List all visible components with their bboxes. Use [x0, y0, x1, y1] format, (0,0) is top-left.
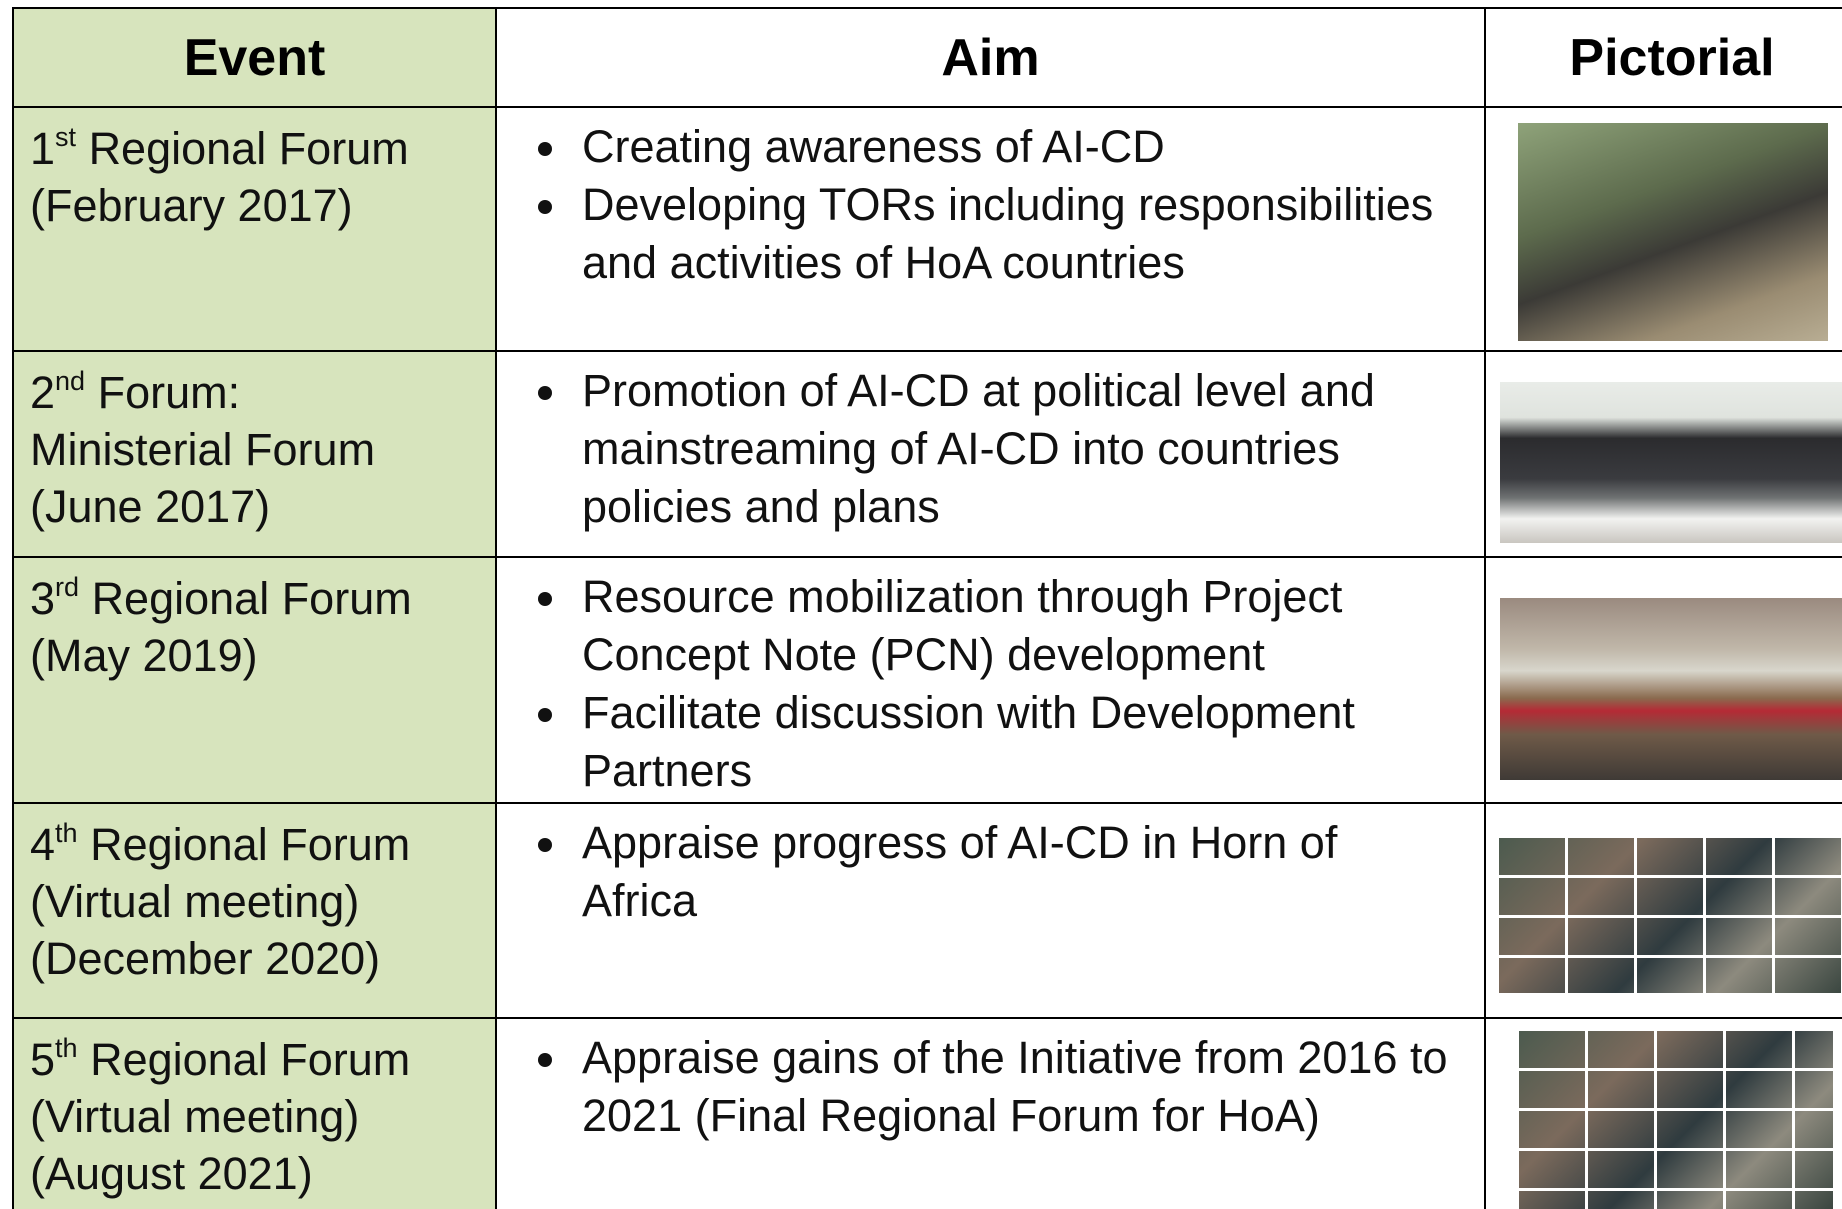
- event-title: Regional Forum: [90, 819, 411, 870]
- event-line: 2nd Forum:: [30, 364, 495, 421]
- event-suffix: nd: [55, 366, 86, 396]
- event-title: Regional Forum: [88, 123, 409, 174]
- event-title: Regional Forum: [90, 1034, 411, 1085]
- aim-list: Resource mobilization through Project Co…: [497, 568, 1454, 800]
- event-line: (Virtual meeting): [30, 876, 360, 927]
- aim-item: Creating awareness of AI-CD: [572, 118, 1454, 176]
- aim-cell: Appraise gains of the Initiative from 20…: [495, 1017, 1486, 1209]
- event-suffix: th: [55, 818, 78, 848]
- photo: [1516, 1028, 1833, 1209]
- event-line: (August 2021): [30, 1148, 313, 1199]
- photo: [1496, 835, 1842, 993]
- header-cell: Pictorial: [1484, 7, 1842, 108]
- event-suffix: th: [55, 1033, 78, 1063]
- event-number: 4: [30, 819, 56, 870]
- photo: [1518, 123, 1828, 341]
- event-cell: 4th Regional Forum (Virtual meeting) (Dece…: [12, 802, 497, 1019]
- aim-list: Appraise gains of the Initiative from 20…: [497, 1029, 1454, 1145]
- event-line: (December 2020): [30, 933, 381, 984]
- event-line: 4th Regional Forum: [30, 816, 495, 873]
- aim-list: Creating awareness of AI-CDDeveloping TO…: [497, 118, 1454, 292]
- event-number: 3: [30, 573, 56, 624]
- aim-list: Appraise progress of AI-CD in Horn of Af…: [497, 814, 1454, 930]
- event-suffix: rd: [55, 572, 80, 602]
- header-cell: Aim: [495, 7, 1486, 108]
- event-line: 3rd Regional Forum: [30, 570, 495, 627]
- event-line: (Virtual meeting): [30, 1091, 360, 1142]
- aim-item: Facilitate discussion with Development P…: [572, 684, 1454, 800]
- aim-item: Appraise progress of AI-CD in Horn of Af…: [572, 814, 1454, 930]
- aim-item: Resource mobilization through Project Co…: [572, 568, 1454, 684]
- aim-item: Developing TORs including responsibiliti…: [572, 176, 1454, 292]
- aim-item: Appraise gains of the Initiative from 20…: [572, 1029, 1454, 1145]
- event-cell: 3rd Regional Forum (May 2019): [12, 556, 497, 804]
- event-title: Regional Forum: [91, 573, 412, 624]
- event-line: 5th Regional Forum: [30, 1031, 495, 1088]
- event-line: (June 2017): [30, 481, 271, 532]
- photo: [1500, 382, 1842, 543]
- event-cell: 5th Regional Forum (Virtual meeting) (Augu…: [12, 1017, 497, 1209]
- photo: [1500, 598, 1842, 780]
- event-cell: 1st Regional Forum (February 2017): [12, 106, 497, 352]
- event-number: 1: [30, 123, 56, 174]
- aim-cell: Appraise progress of AI-CD in Horn of Af…: [495, 802, 1486, 1019]
- aim-list: Promotion of AI-CD at political level an…: [497, 362, 1454, 536]
- aim-cell: Resource mobilization through Project Co…: [495, 556, 1486, 804]
- event-number: 5: [30, 1034, 56, 1085]
- event-number: 2: [30, 367, 56, 418]
- event-suffix: st: [55, 122, 77, 152]
- header-cell: Event: [12, 7, 497, 108]
- event-line: (May 2019): [30, 630, 258, 681]
- event-line: 1st Regional Forum: [30, 120, 495, 177]
- aim-cell: Promotion of AI-CD at political level an…: [495, 350, 1486, 558]
- aim-item: Promotion of AI-CD at political level an…: [572, 362, 1454, 536]
- aim-cell: Creating awareness of AI-CDDeveloping TO…: [495, 106, 1486, 352]
- event-title: Forum:: [97, 367, 241, 418]
- event-line: Ministerial Forum: [30, 424, 376, 475]
- event-cell: 2nd Forum: Ministerial Forum (June 2017): [12, 350, 497, 558]
- event-line: (February 2017): [30, 180, 353, 231]
- pictorial-cell: [1484, 1017, 1842, 1209]
